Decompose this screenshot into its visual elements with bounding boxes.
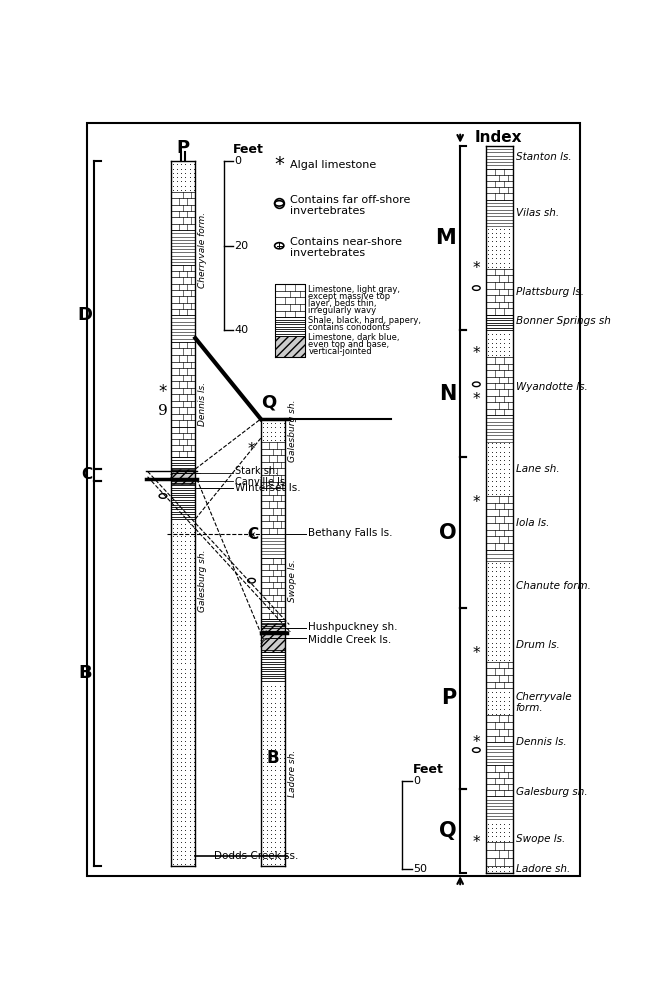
Bar [486, 442, 513, 495]
Text: Swope ls.: Swope ls. [289, 559, 298, 602]
Bar [486, 562, 513, 611]
Text: Cherryvale form.: Cherryvale form. [198, 212, 207, 288]
Bar [261, 623, 285, 652]
Text: Contains far off-shore: Contains far off-shore [290, 195, 410, 205]
Text: Dodds Creek ss.: Dodds Creek ss. [214, 852, 298, 861]
Text: 9: 9 [158, 405, 168, 418]
Bar [261, 639, 285, 650]
Text: Dennis ls.: Dennis ls. [198, 382, 207, 425]
Text: Lane sh.: Lane sh. [515, 464, 559, 474]
Text: *: * [473, 835, 480, 850]
Bar [486, 688, 513, 715]
Text: Feet: Feet [233, 143, 264, 156]
Text: 40: 40 [235, 325, 249, 335]
Text: Feet: Feet [413, 763, 444, 775]
Text: Bonner Springs sh: Bonner Springs sh [515, 316, 610, 326]
Text: Ladore sh.: Ladore sh. [289, 750, 298, 797]
Text: Galesburg sh.: Galesburg sh. [515, 787, 587, 797]
Text: *: * [473, 735, 480, 750]
Text: Q: Q [439, 821, 456, 841]
Text: *: * [248, 442, 255, 457]
Text: B: B [266, 749, 280, 766]
Text: B: B [79, 664, 92, 682]
Text: 0: 0 [413, 776, 420, 786]
Bar [171, 519, 195, 666]
Text: P: P [176, 138, 190, 157]
Bar [171, 469, 195, 485]
Bar [486, 865, 513, 873]
Text: even top and base,: even top and base, [309, 340, 389, 349]
Bar [486, 226, 513, 269]
Text: Plattsburg ls.: Plattsburg ls. [515, 287, 584, 297]
Bar [486, 611, 513, 627]
Bar [261, 631, 285, 639]
Text: Canville ls: Canville ls [235, 477, 285, 488]
Text: *: * [473, 393, 480, 407]
Text: Vilas sh.: Vilas sh. [515, 208, 559, 218]
Text: *: * [274, 155, 285, 174]
Text: *: * [473, 261, 480, 276]
Bar [171, 473, 195, 481]
Bar [486, 330, 513, 357]
Text: Limestone, light gray,: Limestone, light gray, [309, 285, 400, 294]
Bar [171, 161, 195, 192]
Text: Stark sh.: Stark sh. [235, 467, 278, 477]
Text: *: * [473, 346, 480, 361]
Bar [261, 639, 285, 650]
Text: Index: Index [475, 131, 523, 145]
Bar [261, 680, 285, 865]
Text: Stanton ls.: Stanton ls. [515, 152, 571, 162]
Text: *: * [159, 383, 167, 401]
Text: irregularly wavy: irregularly wavy [309, 306, 376, 315]
Bar [171, 666, 195, 865]
Text: *: * [473, 494, 480, 509]
Bar [486, 819, 513, 843]
Text: Algal limestone: Algal limestone [290, 160, 376, 170]
Text: *: * [248, 531, 255, 546]
Text: vertical-jointed: vertical-jointed [309, 347, 372, 356]
Text: 20: 20 [235, 240, 249, 251]
Text: Chanute form.: Chanute form. [515, 582, 590, 591]
Text: Drum ls.: Drum ls. [515, 640, 560, 650]
Text: N: N [439, 384, 456, 404]
Text: Contains near-shore: Contains near-shore [290, 237, 402, 247]
Text: Bethany Falls ls.: Bethany Falls ls. [307, 528, 392, 538]
Text: C: C [81, 468, 92, 483]
Text: P: P [441, 688, 456, 708]
Text: Winterset ls.: Winterset ls. [235, 484, 300, 494]
Text: invertebrates: invertebrates [290, 206, 365, 216]
Text: D: D [77, 306, 92, 324]
Text: Cherryvale
form.: Cherryvale form. [515, 691, 572, 713]
Bar [486, 627, 513, 662]
Text: 50: 50 [413, 864, 427, 874]
Bar [261, 419, 285, 442]
Text: except massive top: except massive top [309, 292, 391, 301]
Text: Galesburg sh.: Galesburg sh. [289, 400, 298, 462]
Text: Wyandotte ls.: Wyandotte ls. [515, 382, 588, 392]
Text: Swope ls.: Swope ls. [515, 834, 565, 844]
Bar [261, 631, 285, 639]
Bar [276, 336, 305, 357]
Text: Iola ls.: Iola ls. [515, 518, 549, 528]
Text: Shale, black, hard, papery,: Shale, black, hard, papery, [309, 315, 421, 325]
Text: Hushpuckney sh.: Hushpuckney sh. [307, 622, 397, 632]
Bar [171, 473, 195, 481]
Text: Galesburg sh.: Galesburg sh. [198, 550, 207, 612]
Text: Ladore sh.: Ladore sh. [515, 864, 570, 874]
Text: C: C [248, 527, 259, 542]
Text: O: O [439, 522, 456, 543]
Text: 0: 0 [235, 156, 242, 166]
Text: invertebrates: invertebrates [290, 248, 365, 258]
Text: layer, beds thin,: layer, beds thin, [309, 299, 377, 308]
Text: *: * [473, 647, 480, 662]
Text: contains conodonts: contains conodonts [309, 322, 391, 332]
Text: Middle Creek ls.: Middle Creek ls. [307, 635, 391, 645]
Text: Limestone, dark blue,: Limestone, dark blue, [309, 333, 400, 342]
Text: Q: Q [261, 393, 277, 411]
Text: M: M [436, 228, 456, 248]
Text: Dennis ls.: Dennis ls. [515, 738, 566, 748]
